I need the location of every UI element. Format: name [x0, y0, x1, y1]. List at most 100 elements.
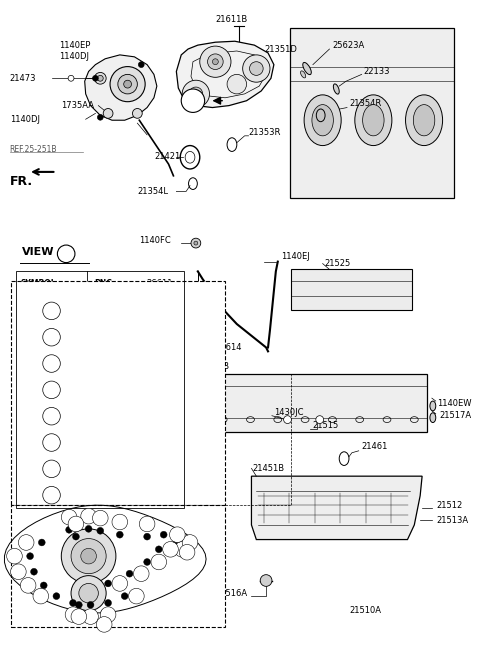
- Text: f: f: [169, 547, 171, 552]
- Ellipse shape: [362, 105, 384, 136]
- Circle shape: [139, 516, 155, 532]
- Bar: [16, 271, 184, 508]
- Circle shape: [138, 62, 144, 68]
- Circle shape: [189, 87, 203, 101]
- Circle shape: [182, 534, 198, 550]
- Circle shape: [53, 592, 60, 600]
- Circle shape: [79, 583, 98, 603]
- Circle shape: [144, 533, 151, 540]
- Text: f: f: [72, 612, 74, 617]
- Text: 1140FZ: 1140FZ: [95, 411, 123, 421]
- Circle shape: [27, 553, 34, 560]
- Circle shape: [43, 328, 60, 346]
- Circle shape: [100, 607, 116, 622]
- Bar: [11, 281, 225, 505]
- Circle shape: [169, 527, 185, 542]
- Text: 21421: 21421: [154, 152, 180, 161]
- Circle shape: [174, 542, 190, 557]
- Text: 21525: 21525: [324, 259, 351, 268]
- Text: 1140FC: 1140FC: [139, 236, 171, 245]
- Circle shape: [194, 241, 198, 245]
- Ellipse shape: [334, 84, 339, 94]
- Text: 25623A: 25623A: [332, 40, 365, 49]
- Circle shape: [95, 72, 106, 84]
- Text: c: c: [49, 359, 54, 368]
- Text: f: f: [119, 581, 121, 586]
- Circle shape: [33, 589, 48, 604]
- Text: f: f: [27, 583, 29, 588]
- Circle shape: [43, 486, 60, 504]
- Circle shape: [207, 54, 223, 70]
- Ellipse shape: [312, 105, 334, 136]
- Circle shape: [40, 582, 47, 589]
- Text: d: d: [67, 515, 71, 519]
- Circle shape: [38, 539, 45, 546]
- Circle shape: [133, 566, 149, 581]
- Text: f: f: [25, 540, 27, 545]
- Text: 21513A: 21513A: [437, 516, 469, 525]
- Circle shape: [163, 542, 178, 557]
- Text: f: f: [186, 549, 188, 555]
- Circle shape: [72, 533, 79, 540]
- Ellipse shape: [303, 62, 312, 75]
- Text: g: g: [49, 464, 54, 473]
- Circle shape: [68, 76, 74, 81]
- Text: 26614: 26614: [216, 343, 242, 352]
- Text: c: c: [74, 521, 78, 527]
- Circle shape: [132, 109, 142, 118]
- Circle shape: [97, 115, 103, 120]
- Text: a: a: [87, 514, 91, 519]
- Circle shape: [97, 527, 104, 534]
- Circle shape: [85, 525, 92, 533]
- Circle shape: [126, 570, 133, 577]
- Text: e: e: [102, 622, 106, 627]
- Text: b: b: [49, 333, 54, 342]
- Polygon shape: [252, 476, 422, 540]
- Circle shape: [260, 575, 272, 587]
- Text: FR.: FR.: [10, 175, 33, 188]
- Text: 22133: 22133: [364, 67, 390, 76]
- Text: e: e: [134, 594, 138, 599]
- Polygon shape: [84, 55, 157, 120]
- Circle shape: [97, 76, 103, 81]
- Circle shape: [144, 559, 151, 566]
- Text: b: b: [145, 521, 149, 527]
- Circle shape: [83, 609, 98, 624]
- Circle shape: [156, 546, 162, 553]
- Circle shape: [20, 577, 36, 593]
- Text: f: f: [78, 614, 80, 619]
- Circle shape: [151, 554, 167, 570]
- Text: d: d: [118, 519, 122, 525]
- Text: g: g: [188, 540, 192, 545]
- Text: a: a: [49, 307, 54, 315]
- Circle shape: [61, 509, 77, 525]
- Circle shape: [61, 529, 116, 583]
- Text: 26615: 26615: [162, 306, 188, 315]
- Ellipse shape: [300, 71, 306, 78]
- Text: f: f: [89, 614, 92, 619]
- Text: f: f: [50, 438, 53, 447]
- Circle shape: [316, 416, 324, 424]
- Circle shape: [250, 62, 263, 76]
- Text: 1140DJ: 1140DJ: [10, 115, 40, 124]
- Text: 21510A: 21510A: [349, 606, 381, 615]
- Text: 21611B: 21611B: [216, 15, 248, 24]
- Text: 21515: 21515: [313, 421, 339, 430]
- Text: 21461: 21461: [361, 443, 388, 451]
- Circle shape: [11, 564, 26, 579]
- Circle shape: [65, 607, 81, 622]
- Text: 21520: 21520: [149, 384, 175, 393]
- Circle shape: [173, 539, 180, 546]
- Text: A: A: [62, 249, 70, 259]
- Circle shape: [200, 46, 231, 77]
- Circle shape: [182, 80, 209, 107]
- Text: h: h: [175, 532, 180, 537]
- Circle shape: [43, 302, 60, 320]
- Text: SYMBOL: SYMBOL: [20, 279, 56, 288]
- Circle shape: [181, 89, 204, 113]
- Ellipse shape: [430, 413, 436, 422]
- Circle shape: [110, 66, 145, 102]
- Circle shape: [71, 609, 87, 624]
- Text: 21451B: 21451B: [252, 464, 285, 473]
- Text: 21351D: 21351D: [264, 44, 297, 53]
